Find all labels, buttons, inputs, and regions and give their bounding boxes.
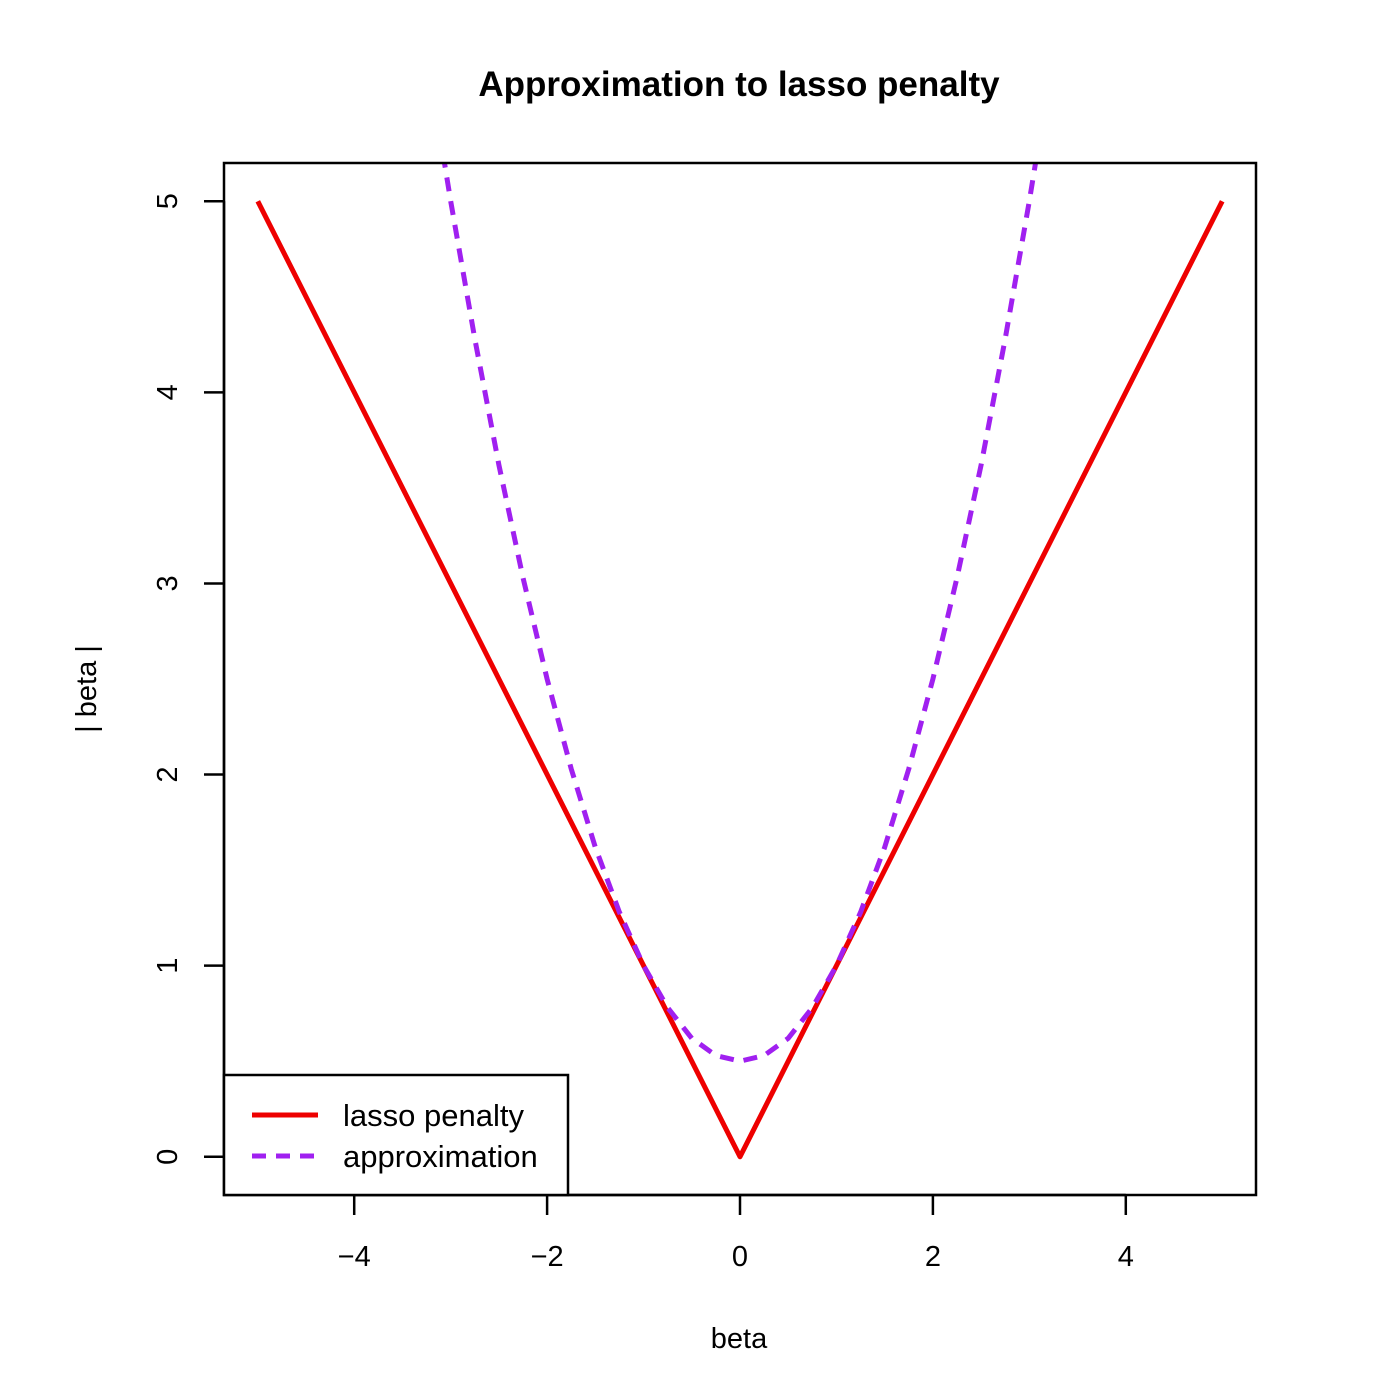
x-axis-title: beta bbox=[711, 1323, 768, 1355]
legend-label-approximation: approximation bbox=[343, 1139, 538, 1174]
x-tick-label: 0 bbox=[732, 1241, 748, 1273]
series-line-approximation bbox=[441, 163, 1039, 1064]
legend-label-lasso-penalty: lasso penalty bbox=[343, 1098, 524, 1133]
x-tick-label: 4 bbox=[1118, 1241, 1134, 1273]
series-line-lasso-penalty bbox=[255, 200, 1225, 1160]
y-axis-title: | beta | bbox=[71, 645, 103, 733]
x-tick-label: −2 bbox=[531, 1241, 564, 1273]
y-tick-label: 5 bbox=[152, 193, 184, 209]
legend-box bbox=[222, 1073, 570, 1197]
legend: lasso penalty approximation bbox=[222, 1073, 570, 1197]
x-tick-label: −4 bbox=[338, 1241, 371, 1273]
y-tick-label: 4 bbox=[152, 384, 184, 400]
chart-title: Approximation to lasso penalty bbox=[478, 65, 1000, 104]
y-tick-label: 1 bbox=[152, 958, 184, 974]
plot-frame bbox=[222, 161, 1258, 1197]
series-layer bbox=[255, 163, 1225, 1160]
y-tick-label: 3 bbox=[152, 575, 184, 591]
y-axis: 0 1 2 3 4 5 bbox=[152, 193, 226, 1165]
x-axis: −4 −2 0 2 4 bbox=[338, 1193, 1134, 1273]
y-tick-label: 2 bbox=[152, 767, 184, 783]
y-tick-label: 0 bbox=[152, 1149, 184, 1165]
x-tick-label: 2 bbox=[925, 1241, 941, 1273]
